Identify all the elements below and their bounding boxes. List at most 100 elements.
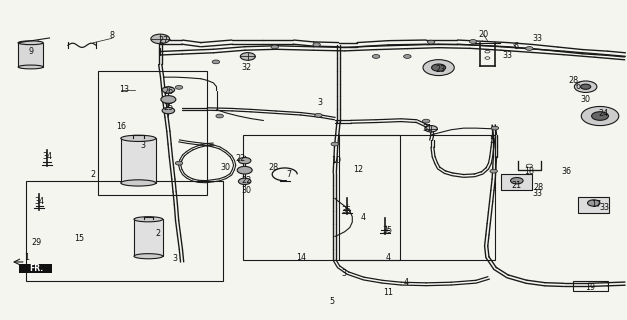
Circle shape [469, 40, 477, 44]
Ellipse shape [18, 41, 43, 45]
Circle shape [216, 114, 223, 118]
Circle shape [162, 87, 174, 93]
Bar [121, 138, 156, 183]
Bar [98, 71, 207, 195]
Bar [501, 174, 532, 190]
Ellipse shape [121, 135, 156, 141]
Text: 31: 31 [423, 124, 433, 132]
Circle shape [581, 107, 619, 125]
Text: 36: 36 [562, 167, 572, 176]
Ellipse shape [18, 65, 43, 69]
Circle shape [423, 60, 455, 76]
Circle shape [581, 84, 591, 89]
Circle shape [240, 52, 255, 60]
Text: FR.: FR. [29, 264, 43, 273]
Text: 30: 30 [221, 164, 231, 172]
Circle shape [592, 112, 608, 120]
Circle shape [510, 178, 523, 184]
Text: 33: 33 [502, 51, 512, 60]
Text: 12: 12 [354, 165, 364, 174]
Circle shape [404, 54, 411, 58]
Text: 6: 6 [576, 82, 581, 91]
Circle shape [175, 85, 182, 89]
Text: 16: 16 [117, 122, 127, 131]
Text: 33: 33 [532, 189, 542, 198]
Circle shape [175, 161, 182, 165]
Text: 30: 30 [581, 95, 591, 104]
Circle shape [331, 142, 339, 146]
Text: 2: 2 [91, 170, 96, 179]
Text: 14: 14 [296, 253, 306, 262]
Circle shape [431, 64, 446, 71]
Text: 35: 35 [382, 226, 393, 235]
Text: 9: 9 [28, 47, 33, 56]
Circle shape [315, 114, 322, 117]
Text: 26: 26 [163, 87, 174, 96]
Text: 4: 4 [404, 278, 409, 287]
Text: 20: 20 [478, 30, 488, 39]
Text: 4: 4 [386, 253, 391, 262]
Circle shape [151, 34, 170, 44]
Text: 15: 15 [74, 234, 84, 243]
Circle shape [237, 166, 252, 174]
Text: 10: 10 [332, 156, 342, 164]
Text: 21: 21 [512, 181, 522, 190]
Circle shape [491, 126, 498, 130]
Bar [573, 281, 608, 291]
Text: 6: 6 [513, 42, 518, 52]
Text: 35: 35 [342, 206, 352, 215]
Text: 22: 22 [241, 176, 251, 185]
Circle shape [587, 200, 600, 206]
Text: 19: 19 [585, 283, 595, 292]
Text: 24: 24 [598, 109, 608, 118]
Text: 3: 3 [341, 268, 346, 278]
Text: 33: 33 [532, 35, 542, 44]
Circle shape [162, 108, 174, 114]
Text: 28: 28 [534, 183, 544, 192]
Bar [243, 134, 400, 260]
Text: 13: 13 [119, 85, 129, 94]
Circle shape [271, 45, 278, 49]
Text: 25: 25 [163, 103, 174, 112]
Text: 28: 28 [268, 164, 278, 172]
Bar [18, 43, 43, 67]
Text: 3: 3 [172, 254, 177, 263]
Circle shape [428, 40, 435, 44]
Text: 4: 4 [361, 213, 366, 222]
Bar [134, 219, 163, 256]
Circle shape [423, 119, 430, 123]
Text: 5: 5 [489, 136, 494, 145]
Text: 29: 29 [32, 238, 42, 247]
Circle shape [425, 125, 438, 132]
Circle shape [313, 43, 320, 47]
Text: 22: 22 [236, 154, 246, 163]
Text: 23: 23 [435, 65, 446, 74]
Text: 3: 3 [317, 98, 322, 107]
Circle shape [525, 47, 533, 50]
Circle shape [574, 81, 597, 92]
Text: 34: 34 [34, 197, 45, 206]
Text: 34: 34 [42, 152, 52, 161]
Bar [578, 197, 609, 212]
Text: 17: 17 [591, 200, 601, 209]
Ellipse shape [121, 180, 156, 186]
Ellipse shape [134, 254, 163, 259]
Text: 33: 33 [599, 203, 609, 212]
Text: 27: 27 [158, 36, 169, 45]
Text: 28: 28 [568, 76, 578, 85]
Text: 1: 1 [24, 253, 29, 262]
Text: 7: 7 [286, 170, 291, 179]
Bar [26, 181, 223, 281]
Circle shape [238, 157, 251, 164]
Bar [19, 264, 52, 273]
Text: 30: 30 [241, 186, 251, 195]
Circle shape [161, 96, 176, 103]
Text: 18: 18 [524, 167, 534, 176]
Text: 11: 11 [384, 288, 394, 297]
Text: 8: 8 [110, 31, 115, 40]
Bar [339, 134, 495, 260]
Text: 2: 2 [155, 229, 161, 238]
Circle shape [490, 169, 497, 173]
Circle shape [212, 60, 219, 64]
Text: 32: 32 [241, 63, 251, 72]
